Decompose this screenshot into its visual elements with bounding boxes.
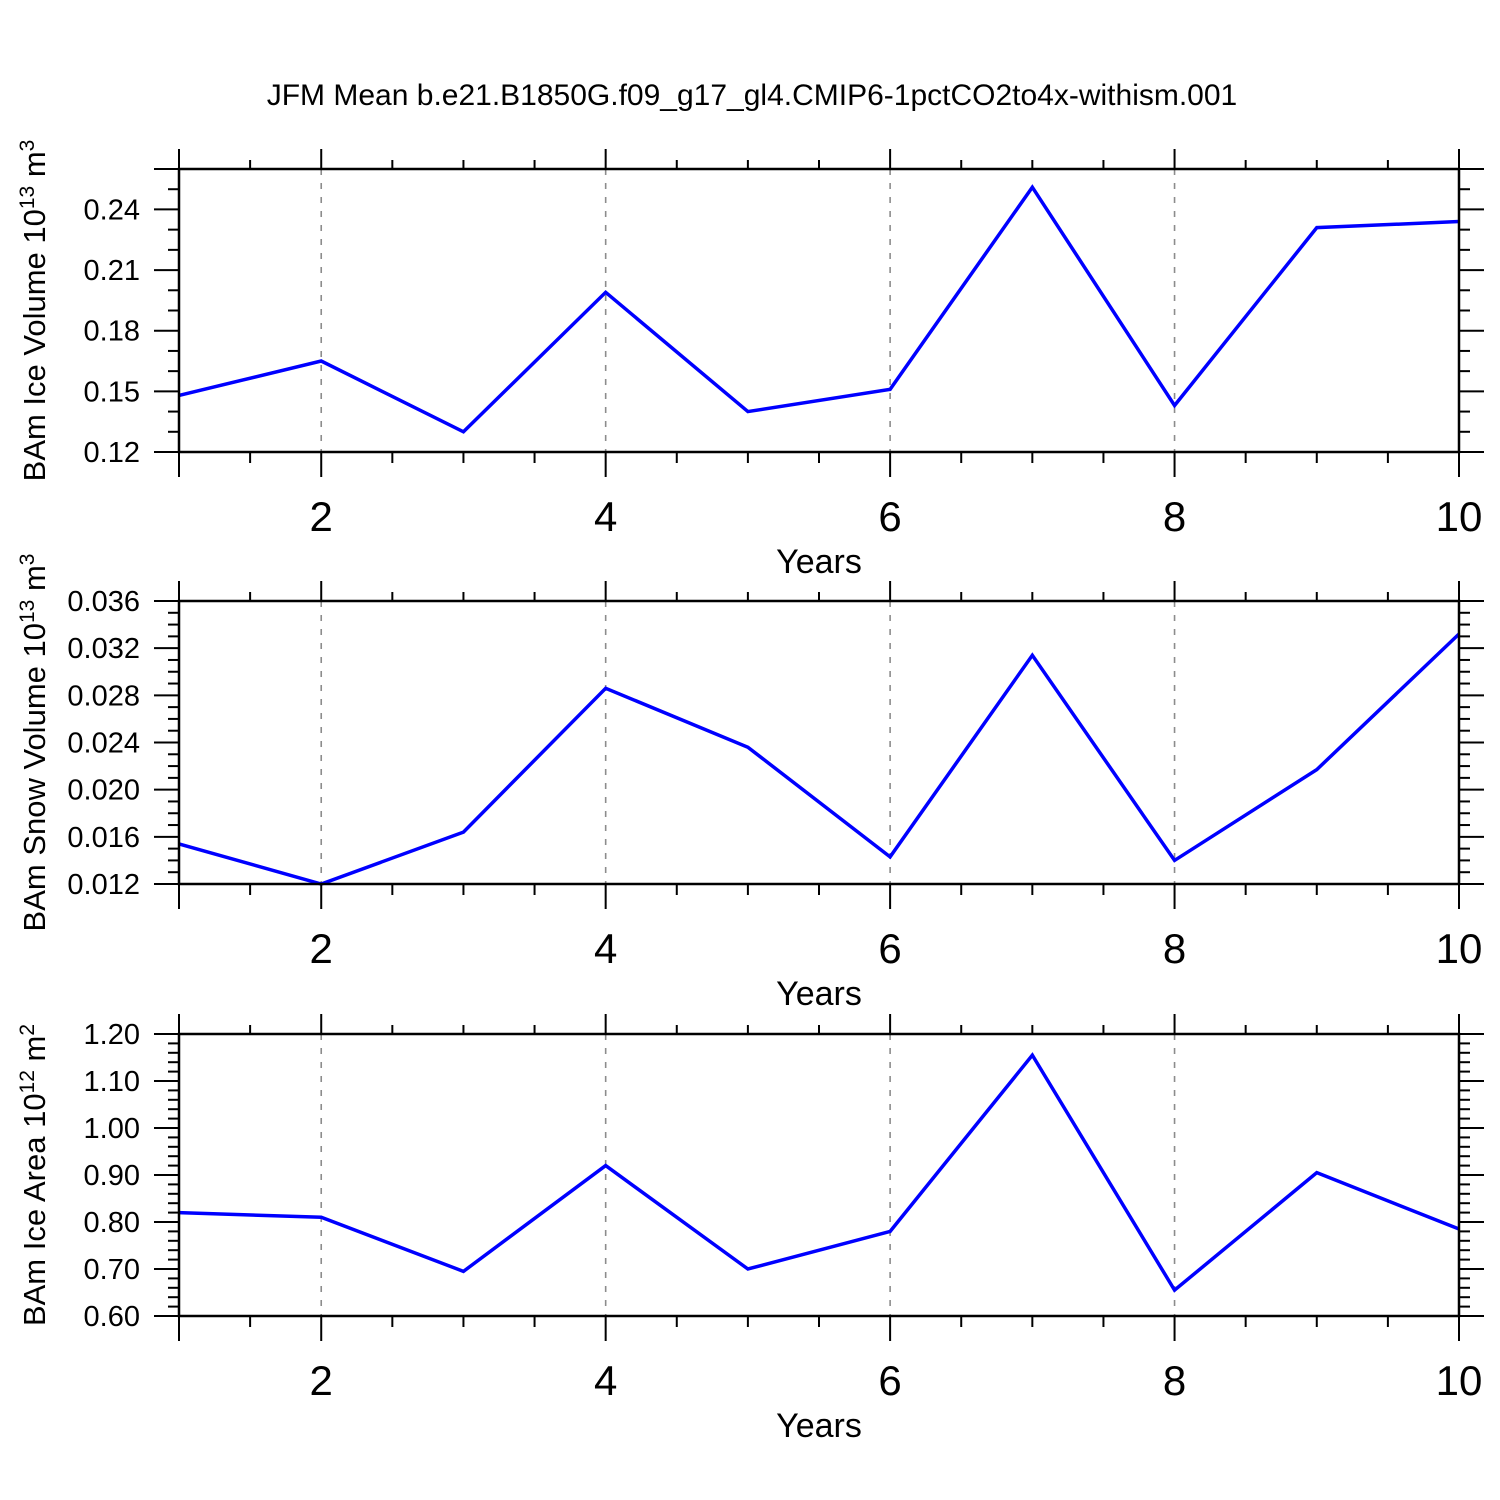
x-tick-label: 8 (1163, 493, 1186, 540)
y-tick-label: 0.12 (84, 437, 140, 469)
x-tick-label: 2 (310, 493, 333, 540)
y-tick-label: 0.016 (67, 822, 140, 854)
x-tick-label: 8 (1163, 1357, 1186, 1404)
x-axis-title: Years (776, 975, 862, 1013)
plot-border (177, 599, 1461, 886)
x-tick-label: 4 (594, 1357, 617, 1404)
y-tick-label: 0.24 (84, 194, 140, 226)
plot-title: JFM Mean b.e21.B1850G.f09_g17_gl4.CMIP6-… (267, 79, 1238, 112)
x-tick-label: 10 (1436, 1357, 1483, 1404)
snow-volume-series-line (178, 632, 1461, 886)
y-tick-label: 0.60 (84, 1301, 140, 1333)
y-tick-label: 1.10 (84, 1066, 140, 1098)
y-tick-label: 0.024 (67, 728, 140, 760)
x-tick-label: 6 (878, 925, 901, 972)
y-tick-label: 1.20 (84, 1019, 140, 1051)
y-tick-label: 0.80 (84, 1207, 140, 1239)
x-tick-label: 6 (878, 1357, 901, 1404)
y-tick-label: 0.020 (67, 775, 140, 807)
y-tick-label: 0.21 (84, 255, 140, 287)
x-tick-label: 10 (1436, 925, 1483, 972)
ice-volume-chart: 2 4 6 8 10 0.12 0.15 0.18 0.21 0.24 Years BAm Ice V… (16, 140, 1484, 581)
y-axis-title: BAm Ice Area 1012 m2 (16, 1024, 52, 1326)
y-tick-label: 0.90 (84, 1160, 140, 1192)
x-tick-label: 10 (1436, 493, 1483, 540)
y-tick-label: 0.032 (67, 633, 140, 665)
x-tick-label: 8 (1163, 925, 1186, 972)
y-axis-title: BAm Snow Volume 1013 m3 (16, 554, 52, 932)
ice-area-series-line (178, 1052, 1460, 1293)
plot-border (177, 1032, 1461, 1318)
x-axis-title: Years (776, 1407, 862, 1445)
y-tick-label: 0.70 (84, 1254, 140, 1286)
snow-volume-chart: 2 4 6 8 10 0.012 0.016 0.020 0.024 0.028 0.032 0.03… (16, 554, 1484, 1013)
ice-area-chart: 2 4 6 8 10 0.60 0.70 0.80 0.90 1.00 1.10 1.20 Years B… (16, 1014, 1484, 1445)
y-tick-label: 0.028 (67, 680, 140, 712)
ice-volume-series-line (178, 184, 1460, 434)
y-tick-label: 1.00 (84, 1113, 140, 1145)
x-axis-title: Years (776, 543, 862, 581)
y-axis-title: BAm Ice Volume 1013 m3 (16, 140, 52, 482)
plot-border (177, 167, 1461, 454)
y-tick-label: 0.036 (67, 586, 140, 618)
x-tick-label: 2 (310, 1357, 333, 1404)
x-tick-label: 2 (310, 925, 333, 972)
y-tick-label: 0.15 (84, 376, 140, 408)
x-tick-label: 4 (594, 925, 617, 972)
y-tick-label: 0.18 (84, 316, 140, 348)
x-tick-label: 6 (878, 493, 901, 540)
y-tick-label: 0.012 (67, 869, 140, 901)
x-tick-label: 4 (594, 493, 617, 540)
